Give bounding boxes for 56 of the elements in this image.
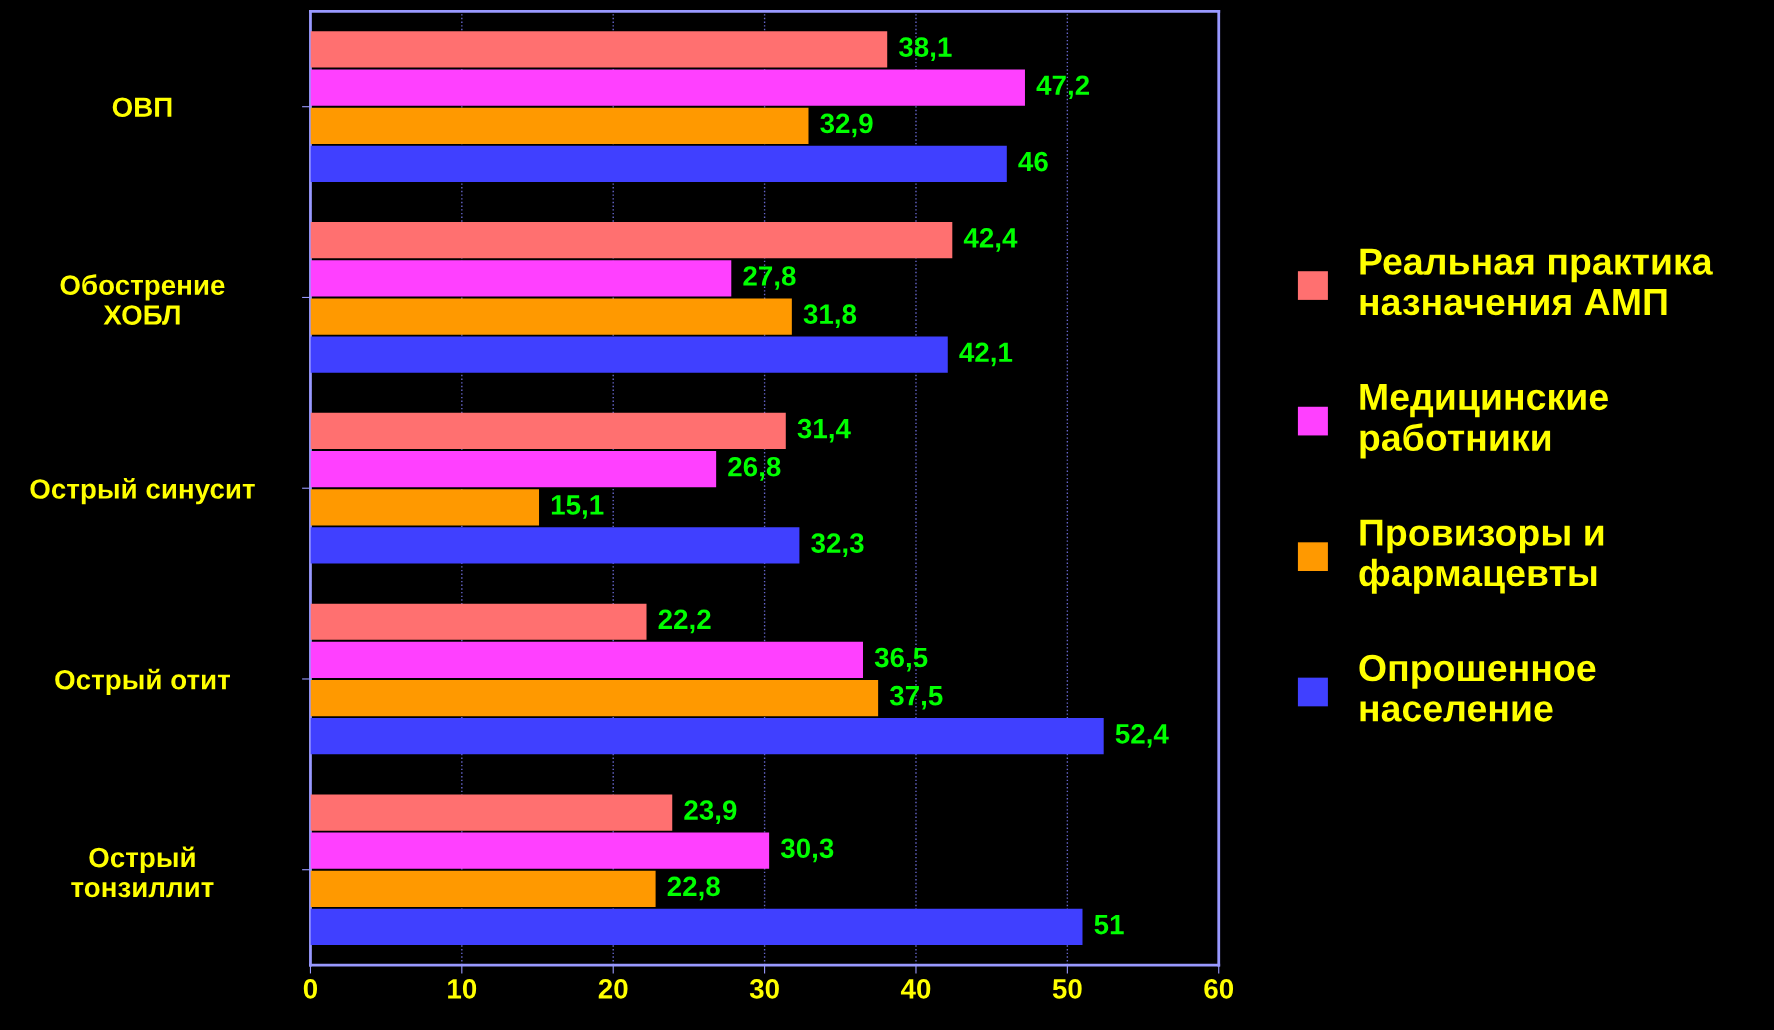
x-tick-label: 60 (1204, 979, 1234, 999)
bar (310, 260, 732, 297)
x-tick-label: 30 (749, 979, 779, 999)
bar (310, 908, 1083, 946)
bar (310, 527, 800, 564)
legend-label: Медицинские работники (1360, 384, 1608, 459)
data-label: 31,8 (803, 304, 857, 329)
x-tick-label: 40 (900, 979, 931, 999)
bar (310, 31, 888, 68)
y-tick-label: Острый синусит (30, 477, 255, 505)
bar (310, 489, 540, 526)
bar (310, 451, 717, 488)
data-label: 27,8 (743, 266, 796, 290)
data-label: 22,8 (667, 876, 720, 901)
x-tick-label: 0 (303, 979, 318, 999)
bar (310, 145, 1007, 183)
bar (310, 679, 879, 717)
data-label: 42,1 (959, 342, 1013, 367)
bar (310, 794, 673, 831)
data-label: 42,4 (963, 228, 1018, 252)
data-label: 32,9 (820, 113, 873, 138)
bar (310, 603, 647, 640)
bar (310, 641, 863, 679)
y-tick-label: Обострение ХОБЛ (60, 274, 225, 325)
bar (310, 107, 809, 144)
data-label: 51 (1094, 915, 1124, 935)
data-label: 37,5 (889, 685, 943, 710)
data-label: 31,4 (797, 418, 851, 443)
data-label: 52,4 (1115, 723, 1169, 748)
bar (310, 222, 953, 259)
bar (310, 336, 948, 373)
bar (310, 69, 1025, 106)
bar (310, 298, 792, 335)
data-label: 36,5 (874, 647, 928, 672)
legend-label: Провизоры и фармацевты (1359, 519, 1604, 594)
bar (310, 832, 770, 869)
y-tick-label: Острый тонзиллит (71, 846, 214, 898)
data-label: 32,3 (811, 533, 864, 557)
bar (310, 870, 656, 907)
data-label: 46 (1018, 151, 1048, 172)
data-label: 38,1 (898, 37, 952, 61)
bar (310, 412, 786, 450)
x-tick-label: 20 (598, 979, 628, 999)
bar (310, 718, 1104, 755)
data-label: 22,2 (658, 609, 711, 634)
x-tick-label: 50 (1052, 979, 1082, 999)
legend-label: Опрошенное население (1359, 654, 1596, 722)
x-tick-label: 10 (448, 979, 477, 999)
legend-label: Реальная практика назначения АМП (1360, 248, 1713, 316)
data-label: 30,3 (780, 838, 834, 863)
data-label: 26,8 (728, 456, 781, 481)
data-label: 47,2 (1036, 75, 1090, 100)
data-label: 23,9 (684, 800, 737, 824)
data-label: 15,1 (551, 495, 604, 519)
y-tick-label: Острый отит (55, 668, 230, 696)
y-tick-label: ОВП (112, 97, 172, 118)
